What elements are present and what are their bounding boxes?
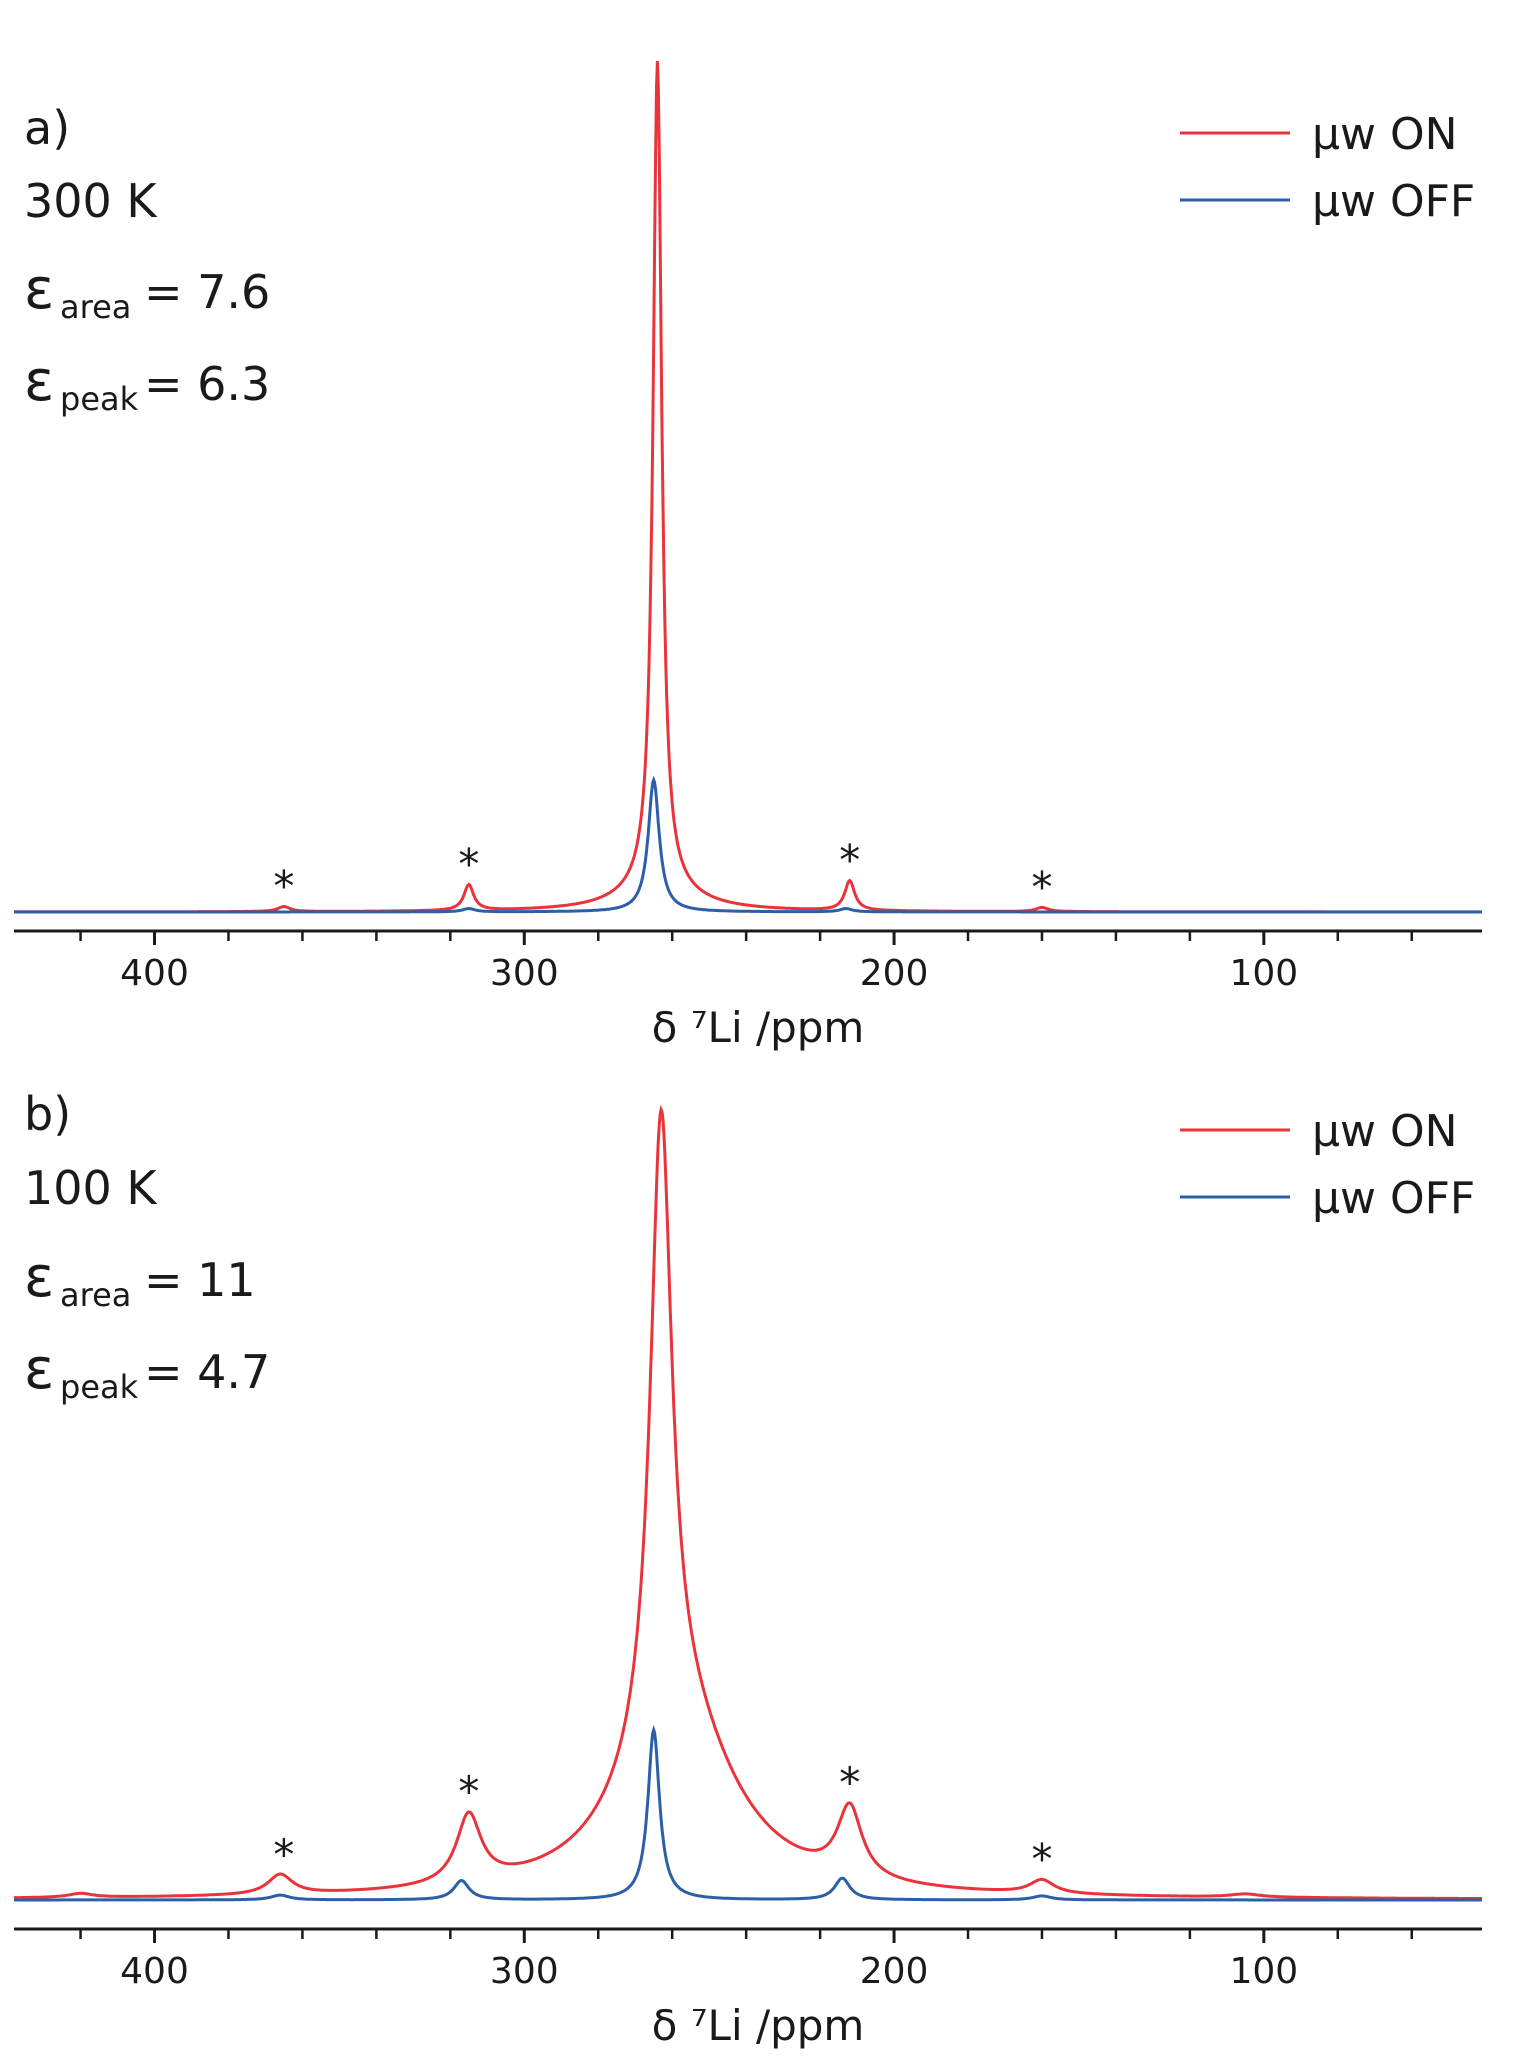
- panel-a-legend-label-on: μw ON: [1312, 109, 1458, 160]
- panel-a-eps-peak-subscript: peak: [60, 380, 139, 418]
- panel-b-legend-label-on: μw ON: [1312, 1106, 1458, 1157]
- panel-a-sidebands: * * * *: [273, 835, 1052, 911]
- panel-a-eps-peak-symbol: ε: [24, 349, 54, 414]
- panel-a-eps-peak-value: = 6.3: [144, 357, 270, 411]
- panel-a-legend: μw ON μw OFF: [1180, 109, 1475, 227]
- panel-a-x-axis-title: δ ⁷Li /ppm: [652, 1003, 865, 1052]
- panel-b-eps-area-value: = 11: [144, 1253, 256, 1307]
- panel-a-eps-area-symbol: ε: [24, 257, 54, 322]
- panel-a-eps-area-value: = 7.6: [144, 265, 270, 319]
- panel-a-series-mw-off: [14, 775, 1482, 914]
- panel-b-legend: μw ON μw OFF: [1180, 1106, 1475, 1224]
- panel-a-x-ticks: 400 300 200 100: [79, 931, 1413, 994]
- panel-b-eps-area-symbol: ε: [24, 1245, 54, 1310]
- panel-a-eps-peak: ε peak = 6.3: [24, 349, 270, 418]
- panel-b-legend-label-off: μw OFF: [1312, 1173, 1475, 1224]
- panel-b-x-tick-label: 200: [860, 1951, 929, 1992]
- panel-b-series-mw-on: [13, 1104, 1482, 1900]
- panel-b: b) 100 K ε area = 11 ε peak = 4.7 μw ON …: [13, 1087, 1482, 2050]
- panel-a-series-mw-on: [14, 61, 1482, 914]
- panel-b-x-tick-label: 100: [1229, 1951, 1298, 1992]
- panel-b-plot: [13, 1104, 1482, 1902]
- panel-a-plot: [14, 61, 1482, 914]
- panel-a-x-tick-label: 400: [120, 953, 189, 994]
- panel-b-label: b): [24, 1087, 71, 1141]
- panel-b-sidebands: * * * *: [273, 1758, 1052, 1884]
- panel-b-temperature: 100 K: [24, 1161, 158, 1215]
- panel-a-legend-label-off: μw OFF: [1312, 176, 1475, 227]
- panel-b-x-axis: 400 300 200 100 δ ⁷Li /ppm: [14, 1927, 1482, 2050]
- panel-b-sideband-marker: *: [458, 1767, 479, 1816]
- panel-b-x-ticks: 400 300 200 100: [79, 1929, 1413, 1992]
- panel-b-eps-peak-subscript: peak: [60, 1368, 139, 1406]
- panel-b-x-axis-title: δ ⁷Li /ppm: [652, 2001, 865, 2050]
- panel-a-x-axis: 400 300 200 100 δ ⁷Li /ppm: [14, 929, 1482, 1052]
- panel-b-sideband-marker: *: [839, 1758, 860, 1807]
- panel-a-sideband-marker: *: [1031, 862, 1052, 911]
- panel-a-x-tick-label: 300: [490, 953, 559, 994]
- panel-a-x-tick-label: 200: [860, 953, 929, 994]
- panel-a-label: a): [24, 101, 70, 155]
- panel-b-series-mw-off: [14, 1724, 1482, 1902]
- panel-b-eps-area-subscript: area: [60, 1276, 131, 1314]
- panel-b-sideband-marker: *: [273, 1830, 294, 1879]
- panel-a-eps-area-subscript: area: [60, 288, 131, 326]
- panel-b-x-tick-label: 400: [120, 1951, 189, 1992]
- panel-a: a) 300 K ε area = 7.6 ε peak = 6.3 μw ON…: [14, 61, 1482, 1052]
- panel-b-sideband-marker: *: [1031, 1834, 1052, 1883]
- panel-b-eps-peak-value: = 4.7: [144, 1345, 270, 1399]
- panel-a-eps-area: ε area = 7.6: [24, 257, 270, 326]
- panel-a-sideband-marker: *: [458, 840, 479, 889]
- panel-b-eps-peak: ε peak = 4.7: [24, 1337, 270, 1406]
- panel-a-sideband-marker: *: [273, 862, 294, 911]
- panel-a-sideband-marker: *: [839, 835, 860, 884]
- panel-b-x-tick-label: 300: [490, 1951, 559, 1992]
- panel-b-eps-peak-symbol: ε: [24, 1337, 54, 1402]
- panel-a-x-tick-label: 100: [1229, 953, 1298, 994]
- panel-b-eps-area: ε area = 11: [24, 1245, 256, 1314]
- panel-a-temperature: 300 K: [24, 174, 158, 228]
